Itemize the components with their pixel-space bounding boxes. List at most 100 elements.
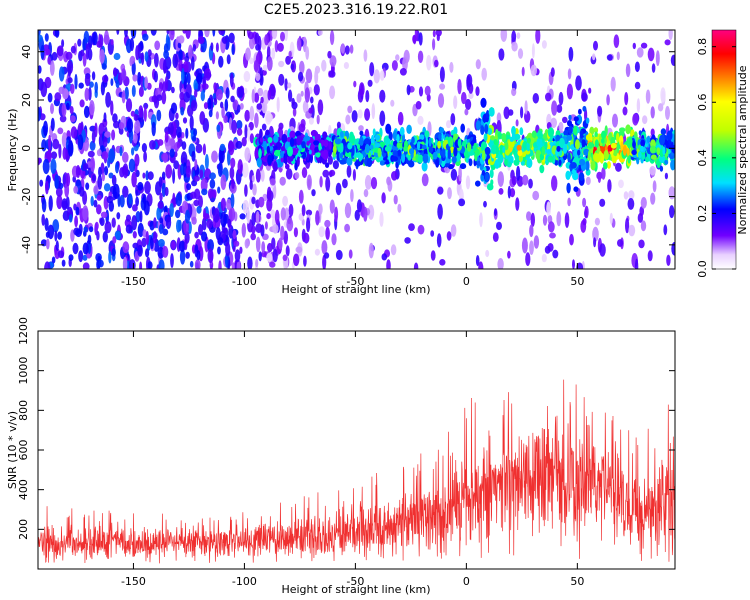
heatmap-cell [251, 175, 255, 183]
heatmap-cell [128, 158, 136, 173]
heatmap-cell [267, 154, 272, 166]
heatmap-cell [100, 211, 108, 218]
heatmap-cell [438, 133, 442, 141]
heatmap-cell [93, 185, 99, 195]
heatmap-cell [638, 151, 642, 159]
heatmap-cell [318, 203, 323, 215]
colorbar-tick-label: 0.6 [696, 94, 709, 112]
y-tick-label: 400 [17, 479, 30, 500]
heatmap-cell [82, 205, 89, 221]
heatmap-cell [280, 225, 285, 241]
heatmap-cell [108, 201, 115, 212]
heatmap-cell [461, 91, 467, 105]
heatmap-cell [162, 228, 169, 236]
heatmap-cell [185, 127, 189, 139]
heatmap-cell [594, 131, 598, 138]
heatmap-cell [201, 83, 209, 90]
heatmap-cell [245, 47, 251, 61]
heatmap-cell [404, 237, 411, 244]
heatmap-cell [161, 90, 167, 105]
heatmap-cell [46, 149, 52, 163]
heatmap-cell [430, 230, 435, 237]
heatmap-cell [231, 262, 235, 269]
heatmap-cell [453, 146, 458, 157]
spectrogram-heatmap [38, 30, 675, 269]
heatmap-cell [501, 132, 507, 143]
heatmap-cell [228, 141, 235, 156]
heatmap-cell [447, 164, 455, 170]
heatmap-cell [83, 105, 90, 118]
heatmap-cell [424, 85, 431, 96]
heatmap-cell [660, 128, 667, 136]
heatmap-cell [542, 214, 548, 226]
heatmap-cell [138, 105, 144, 118]
heatmap-cell [631, 149, 637, 156]
heatmap-cell [82, 38, 86, 51]
x-tick-label: -150 [121, 575, 146, 588]
spectrogram-panel: -150 -100 -50 0 50 -40 -20 0 20 40 Height of str… [6, 29, 676, 296]
heatmap-cell [437, 186, 444, 195]
heatmap-cell [371, 103, 376, 120]
heatmap-cell [500, 30, 508, 42]
heatmap-cell [528, 178, 533, 189]
heatmap-cell [618, 179, 624, 189]
heatmap-cell [659, 154, 666, 164]
heatmap-cell [562, 143, 568, 154]
heatmap-cell [126, 214, 131, 222]
heatmap-cell [537, 130, 543, 139]
heatmap-cell [212, 189, 217, 199]
heatmap-cell [544, 141, 548, 150]
heatmap-cell [434, 59, 439, 68]
heatmap-cell [206, 218, 213, 229]
heatmap-cell [182, 61, 189, 73]
heatmap-cell [339, 159, 346, 165]
heatmap-cell [190, 99, 198, 112]
heatmap-cell [324, 219, 331, 228]
heatmap-cell [231, 179, 235, 190]
heatmap-cell [173, 160, 180, 170]
heatmap-cell [201, 188, 208, 196]
heatmap-cell [578, 108, 582, 115]
heatmap-cell [441, 148, 446, 159]
heatmap-cell [230, 193, 235, 209]
heatmap-cell [426, 54, 432, 71]
heatmap-cell [151, 95, 158, 103]
heatmap-cell [62, 147, 67, 160]
heatmap-cell [132, 242, 139, 249]
heatmap-cell [359, 136, 364, 146]
snr-x-label: Height of straight line (km) [281, 583, 430, 596]
heatmap-cell [159, 217, 164, 224]
heatmap-cell [439, 66, 445, 83]
heatmap-cell [52, 138, 60, 150]
heatmap-cell [645, 89, 651, 104]
heatmap-cell [671, 144, 675, 154]
heatmap-cell [51, 51, 58, 61]
heatmap-cell [481, 67, 488, 81]
heatmap-cell [314, 65, 321, 74]
heatmap-cell [38, 34, 43, 43]
heatmap-cell [502, 146, 506, 153]
heatmap-cell [578, 172, 585, 181]
heatmap-cell [97, 174, 103, 190]
heatmap-cell [285, 55, 291, 65]
heatmap-cell [122, 256, 128, 269]
heatmap-cell [640, 139, 646, 147]
heatmap-cell [185, 251, 190, 259]
heatmap-cell [568, 114, 572, 121]
heatmap-cell [353, 80, 357, 88]
heatmap-cell [363, 206, 368, 222]
heatmap-cell [666, 130, 673, 141]
heatmap-cell [72, 242, 79, 255]
heatmap-cell [161, 182, 166, 198]
heatmap-cell [321, 59, 327, 72]
heatmap-cell [379, 211, 384, 227]
heatmap-cell [218, 30, 225, 36]
heatmap-cell [593, 40, 598, 51]
heatmap-cell [88, 226, 94, 233]
heatmap-cell [293, 227, 298, 238]
heatmap-cell [358, 153, 364, 161]
heatmap-cell [572, 172, 579, 181]
heatmap-cell [264, 221, 268, 230]
heatmap-cell [584, 205, 589, 219]
x-tick-label: -100 [232, 575, 257, 588]
